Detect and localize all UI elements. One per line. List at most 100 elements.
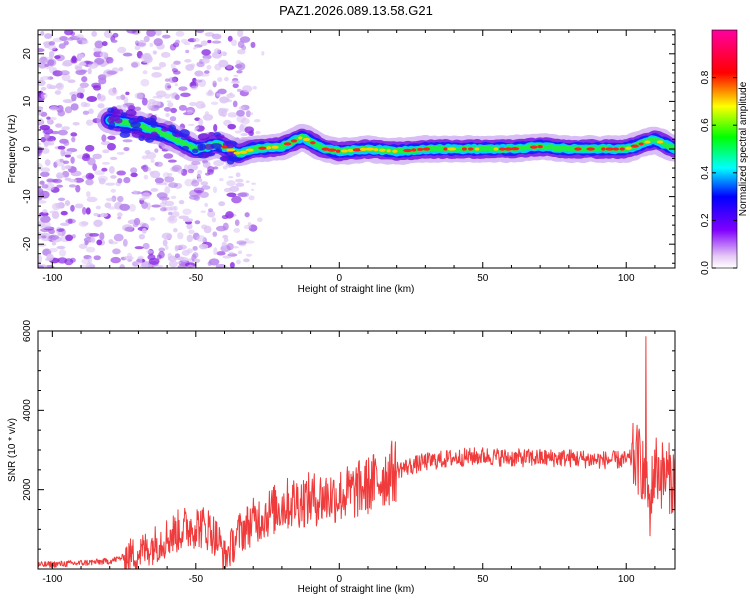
- noise-blob: [118, 66, 124, 72]
- ridge-core: [411, 148, 417, 152]
- noise-blob: [208, 208, 214, 213]
- ridge-blob: [181, 145, 190, 151]
- noise-blob: [167, 159, 177, 163]
- noise-blob: [162, 239, 168, 247]
- noise-blob: [119, 203, 131, 211]
- noise-blob: [57, 109, 66, 117]
- colorbar-tick-label: 0.8: [700, 70, 711, 84]
- noise-blob: [161, 232, 173, 240]
- noise-blob: [58, 197, 66, 202]
- noise-blob: [74, 66, 83, 71]
- noise-blob: [68, 179, 78, 183]
- ridge-core: [359, 147, 367, 151]
- noise-blob: [67, 218, 73, 224]
- noise-blob: [46, 253, 54, 262]
- noise-blob: [174, 245, 179, 252]
- noise-blob: [54, 90, 62, 95]
- noise-blob: [85, 246, 96, 253]
- noise-blob: [232, 100, 238, 108]
- noise-blob: [208, 258, 220, 266]
- noise-blob: [204, 70, 210, 74]
- noise-blob: [177, 256, 182, 261]
- noise-blob: [213, 166, 219, 170]
- colorbar-tick-label: 0.4: [700, 165, 711, 179]
- colorbar: 0.0 0.2 0.4 0.6 0.8 Normalized spectral ampl…: [700, 29, 749, 275]
- noise-blob: [87, 174, 95, 179]
- noise-blob: [39, 180, 45, 185]
- spectrogram-xtick-label: -50: [189, 273, 204, 284]
- noise-blob: [150, 159, 155, 163]
- noise-blob: [133, 217, 141, 226]
- noise-blob: [237, 40, 245, 49]
- noise-blob: [137, 255, 144, 260]
- noise-blob: [216, 251, 226, 256]
- snr-xtick-label: 100: [618, 574, 635, 585]
- noise-blob: [101, 167, 108, 172]
- noise-blob: [239, 192, 250, 198]
- noise-blob: [61, 61, 73, 67]
- ridge-core: [347, 148, 355, 153]
- noise-blob: [189, 63, 196, 68]
- noise-blob: [70, 204, 75, 212]
- noise-blob: [51, 211, 60, 219]
- noise-blob: [196, 61, 205, 68]
- noise-blob: [101, 41, 108, 47]
- spectrogram-xtick-label: -100: [42, 273, 62, 284]
- noise-blob: [43, 140, 49, 148]
- noise-blob: [55, 123, 63, 128]
- noise-blob: [38, 62, 47, 69]
- ridge-blob: [161, 127, 169, 132]
- noise-blob: [116, 151, 125, 155]
- noise-blob: [91, 30, 98, 37]
- noise-blob: [146, 249, 154, 254]
- noise-blob: [162, 34, 171, 39]
- noise-blob: [70, 257, 76, 263]
- noise-blob: [105, 197, 116, 202]
- noise-blob: [40, 30, 45, 36]
- noise-blob: [108, 88, 118, 96]
- noise-blob: [169, 93, 176, 97]
- noise-blob: [88, 108, 94, 115]
- noise-blob: [187, 264, 194, 268]
- noise-blob: [194, 46, 199, 49]
- ridge-core: [298, 136, 303, 140]
- noise-blob: [200, 103, 206, 109]
- noise-blob: [244, 240, 255, 244]
- noise-blob: [246, 253, 253, 257]
- noise-blob: [166, 172, 173, 177]
- ridge-core: [221, 145, 228, 149]
- noise-blob: [142, 60, 150, 64]
- noise-blob: [107, 135, 116, 141]
- noise-blob: [243, 258, 250, 263]
- noise-blob: [117, 178, 123, 184]
- noise-blob: [229, 185, 240, 193]
- ridge-core: [467, 147, 474, 151]
- noise-blob: [130, 167, 138, 174]
- noise-blob: [56, 228, 65, 232]
- noise-blob: [133, 190, 138, 195]
- noise-blob: [142, 164, 149, 173]
- spectrogram-ytick-label: 20: [22, 48, 33, 60]
- noise-blob: [234, 219, 240, 226]
- noise-blob: [240, 132, 248, 137]
- ridge-core: [510, 147, 520, 151]
- noise-blob: [172, 70, 181, 75]
- noise-blob: [80, 40, 89, 45]
- noise-blob: [141, 201, 148, 210]
- noise-blob: [46, 58, 57, 67]
- spectrogram-marks: [38, 30, 675, 268]
- ridge-core: [586, 147, 595, 151]
- noise-blob: [167, 102, 174, 108]
- noise-blob: [117, 195, 124, 203]
- noise-blob: [138, 233, 146, 240]
- noise-blob: [190, 85, 198, 90]
- noise-blob: [188, 229, 195, 235]
- noise-blob: [123, 176, 131, 184]
- ridge-core: [340, 149, 349, 153]
- noise-blob: [169, 116, 177, 122]
- ridge-core: [498, 147, 506, 151]
- noise-blob: [235, 172, 241, 178]
- noise-blob: [170, 63, 176, 70]
- noise-blob: [230, 39, 238, 47]
- snr-ytick-label: 4000: [22, 399, 33, 422]
